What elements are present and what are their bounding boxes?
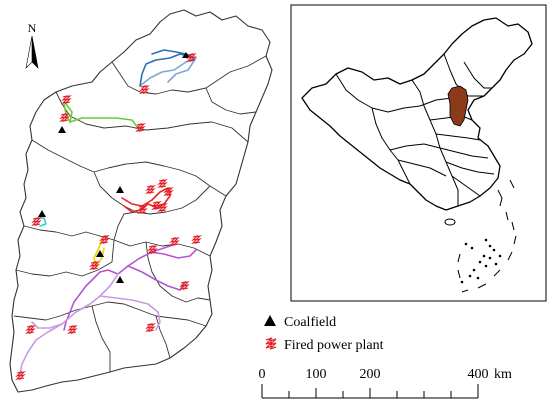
power-plant-marker bbox=[147, 244, 158, 255]
route-upper bbox=[63, 103, 139, 129]
power-plant-marker bbox=[179, 280, 190, 291]
legend-item-power-plant: Fired power plant bbox=[265, 337, 384, 353]
shanxi-province-map bbox=[9, 9, 273, 393]
coalfield-marker bbox=[116, 186, 124, 193]
coalfield-marker bbox=[96, 250, 104, 257]
route-south-branch-east bbox=[149, 249, 197, 259]
province-line bbox=[463, 61, 492, 89]
prefecture-line bbox=[113, 239, 211, 257]
scale-tick-label: 200 bbox=[360, 367, 381, 382]
prefecture-line bbox=[111, 55, 267, 95]
shanxi-highlight bbox=[447, 85, 469, 127]
province-line bbox=[397, 159, 447, 177]
province-line bbox=[445, 161, 495, 175]
route-south-light-branch bbox=[99, 295, 161, 331]
route-south bbox=[63, 243, 177, 331]
prefecture-line bbox=[113, 211, 137, 241]
coalfield-legend-icon bbox=[264, 315, 276, 326]
province-boundary bbox=[9, 9, 273, 393]
prefecture-line bbox=[15, 239, 115, 277]
scale-tick-label: 400 bbox=[468, 367, 489, 382]
power-plant-marker bbox=[169, 236, 180, 247]
power-plant-marker bbox=[145, 184, 156, 195]
inset-frame bbox=[290, 4, 547, 302]
province-line bbox=[439, 147, 489, 159]
scale-bar-line bbox=[261, 384, 479, 399]
power-plant-marker bbox=[157, 178, 168, 189]
power-plant-marker bbox=[139, 84, 150, 95]
coalfield-marker bbox=[116, 276, 124, 283]
coalfield-marker bbox=[182, 52, 190, 58]
north-label: N bbox=[28, 21, 37, 35]
scale-tick-label: 100 bbox=[306, 367, 327, 382]
province-line bbox=[435, 133, 481, 141]
power-plant-marker bbox=[186, 52, 197, 63]
power-plant-marker bbox=[67, 324, 78, 335]
power-plant-marker bbox=[151, 200, 162, 211]
scale-unit: km bbox=[494, 367, 512, 382]
prefecture-line bbox=[55, 91, 249, 143]
prefecture-line bbox=[23, 225, 115, 241]
prefecture-line bbox=[31, 139, 95, 173]
coalfield-marker bbox=[38, 210, 46, 217]
power-plant-marker bbox=[31, 216, 42, 227]
power-plant-marker bbox=[137, 204, 148, 215]
south-sea-islands bbox=[444, 179, 517, 293]
power-plant-marker bbox=[191, 234, 202, 245]
prefecture-line bbox=[145, 241, 211, 303]
province-line bbox=[451, 175, 481, 197]
prefecture-line bbox=[13, 301, 207, 327]
china-inset bbox=[290, 4, 547, 302]
north-arrow-icon-half bbox=[25, 35, 33, 69]
route-upper-branch bbox=[65, 103, 73, 123]
prefecture-line bbox=[93, 161, 227, 197]
prefecture-line bbox=[205, 87, 257, 115]
province-line bbox=[389, 143, 441, 151]
power-plant-marker bbox=[157, 202, 168, 213]
province-line bbox=[411, 79, 459, 206]
china-outline bbox=[301, 17, 533, 211]
power-plant-legend-icon bbox=[265, 337, 277, 350]
route-west bbox=[37, 217, 47, 227]
scale-tick-label: 0 bbox=[259, 367, 266, 382]
power-plant-markers bbox=[15, 52, 202, 381]
power-plant-marker bbox=[163, 186, 174, 197]
power-plant-marker bbox=[89, 260, 100, 271]
prefecture-line bbox=[155, 315, 171, 359]
power-plant-marker bbox=[15, 370, 26, 381]
scale-bar: 0 100 200 400 km bbox=[259, 367, 512, 399]
power-plant-marker bbox=[135, 122, 146, 133]
power-plant-marker bbox=[25, 324, 36, 335]
north-arrow: N bbox=[25, 21, 39, 69]
prefecture-line bbox=[91, 305, 111, 372]
legend-label-coalfield: Coalfield bbox=[284, 315, 336, 330]
power-plant-marker bbox=[99, 234, 110, 245]
power-plant-marker bbox=[61, 94, 72, 105]
route-north-light bbox=[139, 57, 197, 87]
legend-label-power-plant: Fired power plant bbox=[284, 338, 384, 353]
legend: Coalfield Fired power plant bbox=[264, 315, 384, 353]
route-south-light-branch-west bbox=[31, 321, 63, 329]
coalfield-markers bbox=[38, 52, 190, 283]
north-arrow-icon bbox=[31, 35, 39, 69]
power-plant-marker bbox=[145, 322, 156, 333]
coalfield-marker bbox=[58, 126, 66, 133]
power-plant-marker bbox=[59, 112, 70, 123]
legend-item-coalfield: Coalfield bbox=[264, 315, 336, 330]
route-south-branch bbox=[127, 265, 185, 291]
